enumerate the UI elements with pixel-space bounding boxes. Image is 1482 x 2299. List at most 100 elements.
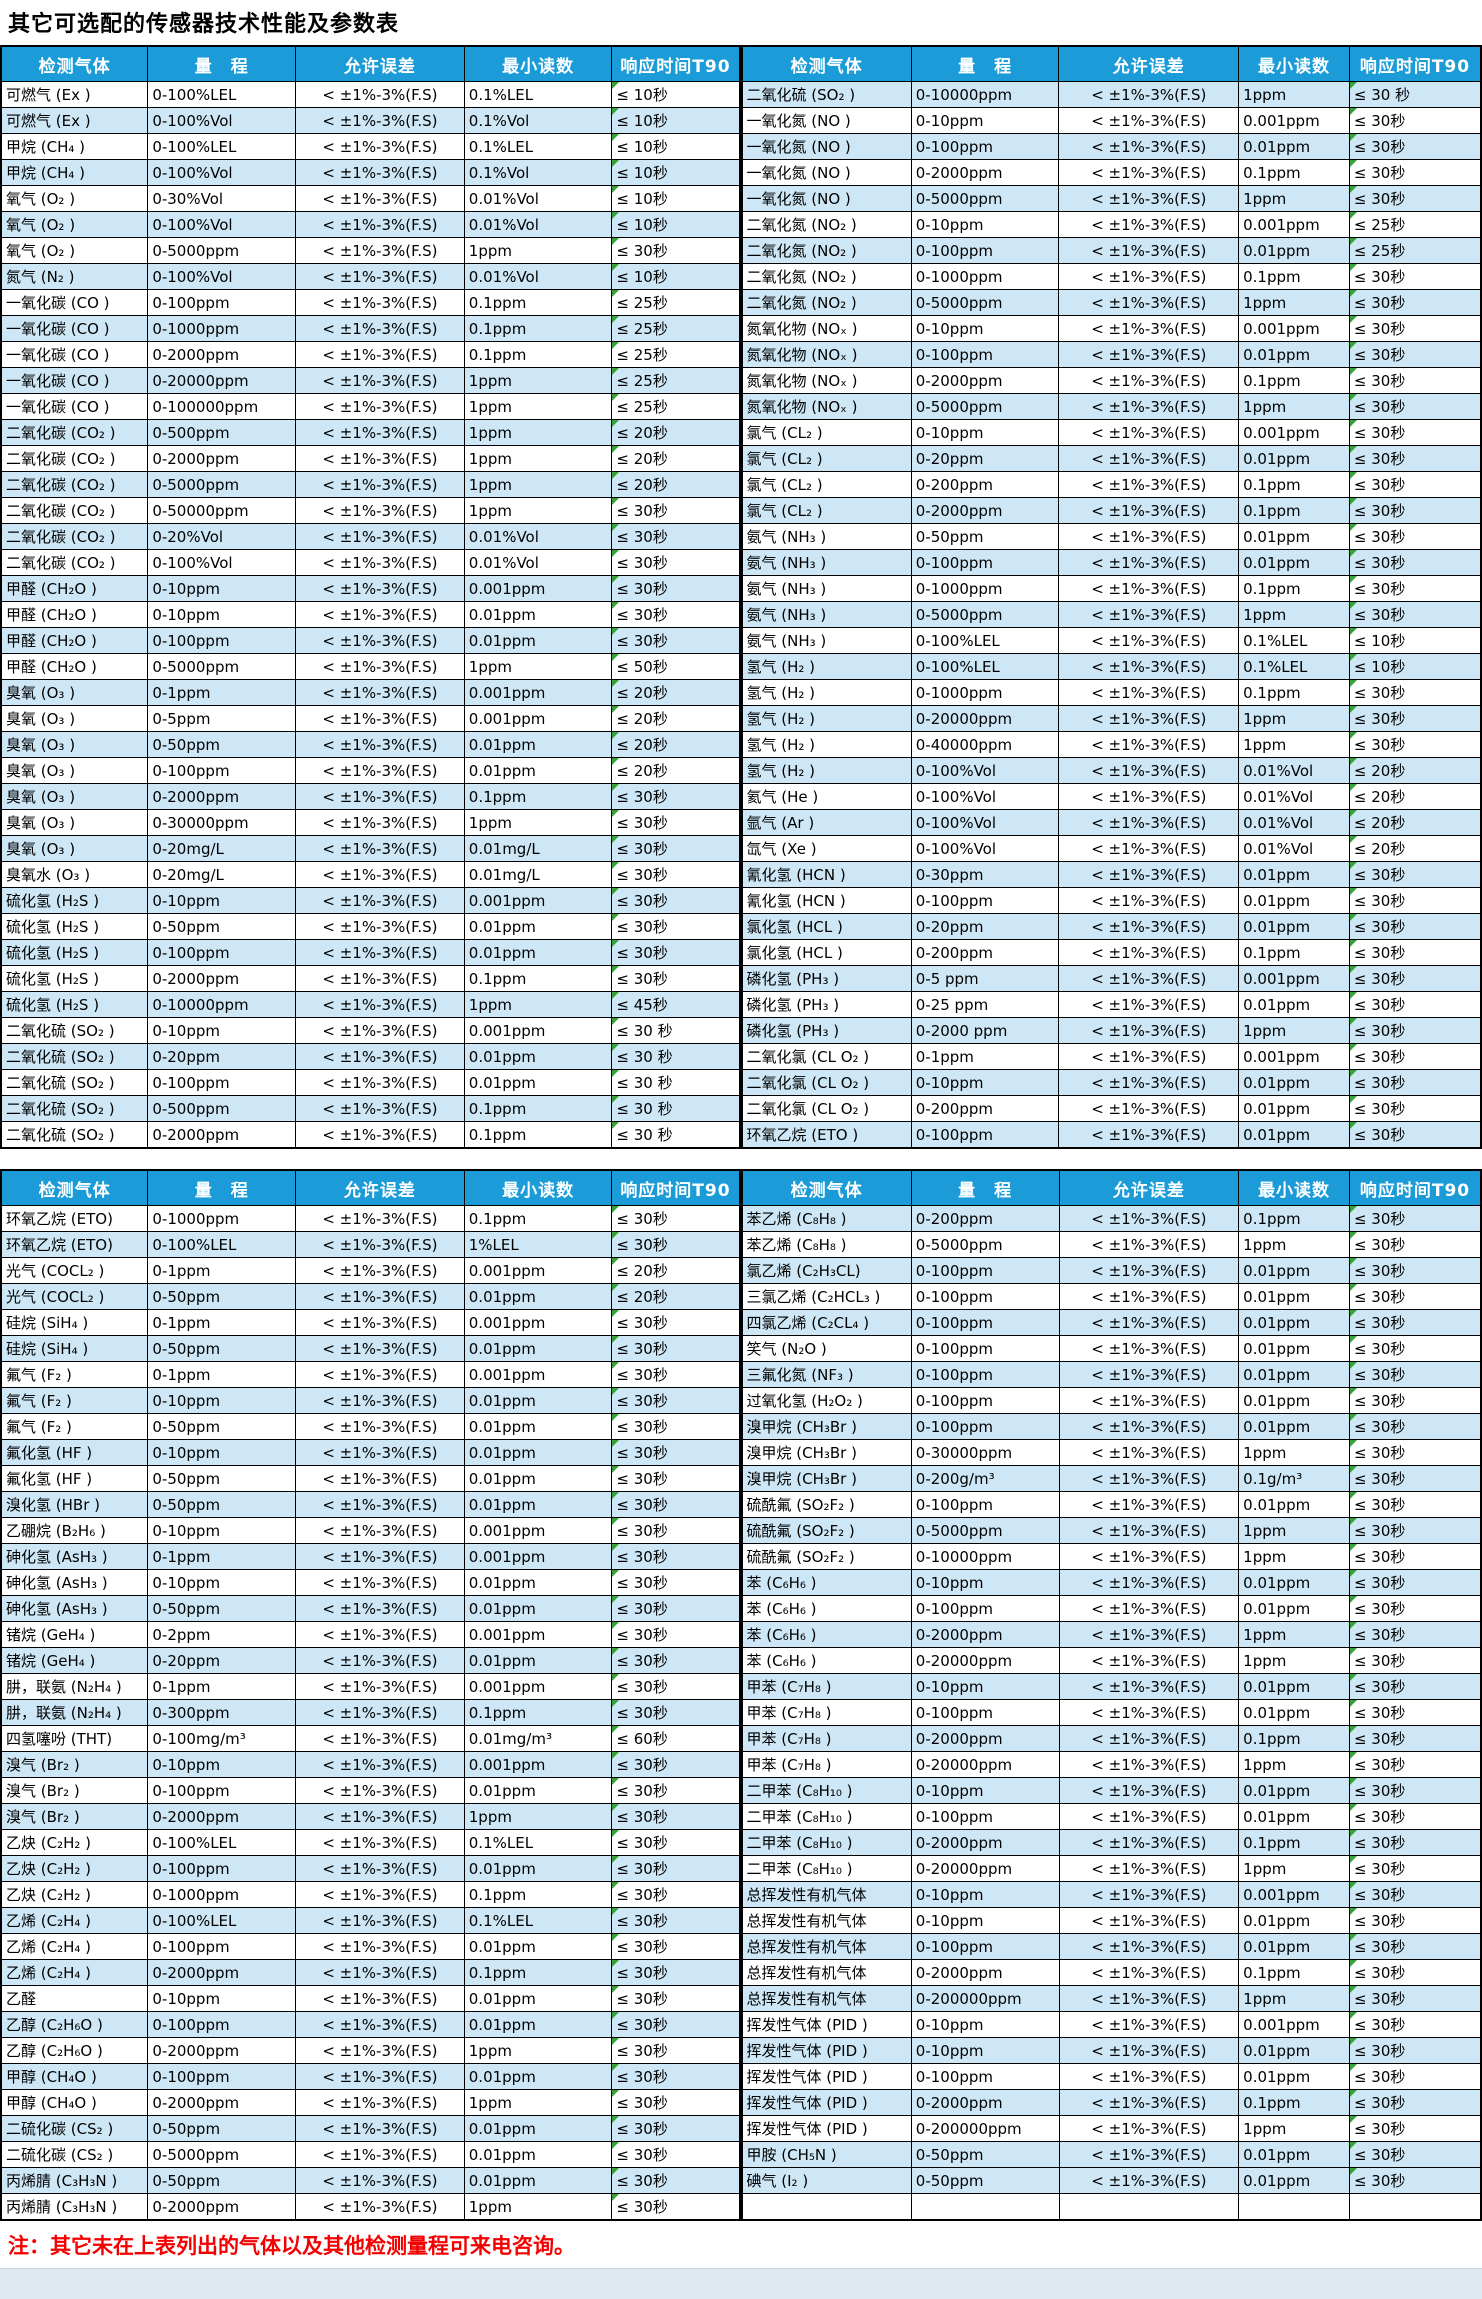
cell-error: < ±1%-3%(F.S) [1059,2142,1239,2168]
cell-gas: 一氧化碳 (CO ) [1,394,148,420]
cell-t90: ≤ 30秒 [1349,680,1481,706]
table-row: 氟气 (F₂ )0-50ppm< ±1%-3%(F.S)0.01ppm≤ 30秒 [1,1414,740,1440]
cell-t90: ≤ 30秒 [612,550,740,576]
cell-range: 0-10ppm [148,1388,296,1414]
cell-t90: ≤ 30秒 [1349,1414,1481,1440]
cell-resolution: 0.01ppm [464,1466,612,1492]
cell-range: 0-1000ppm [911,264,1059,290]
cell-error: < ±1%-3%(F.S) [1059,1960,1239,1986]
cell-t90 [1349,2194,1481,2221]
cell-t90: ≤ 30秒 [1349,1596,1481,1622]
cell-error: < ±1%-3%(F.S) [1059,264,1239,290]
cell-error: < ±1%-3%(F.S) [296,1648,465,1674]
cell-range: 0-5000ppm [148,238,296,264]
cell-t90: ≤ 30秒 [1349,1674,1481,1700]
column-header-error: 允许误差 [1059,46,1239,82]
table-row: 二氧化硫 (SO₂ )0-2000ppm< ±1%-3%(F.S)0.1ppm≤… [1,1122,740,1149]
cell-gas: 氯乙烯 (C₂H₃CL) [742,1258,912,1284]
header-row: 检测气体 量 程 允许误差 最小读数 响应时间T90 [1,1170,740,1206]
cell-resolution: 0.1ppm [1239,1206,1350,1232]
cell-t90: ≤ 25秒 [1349,238,1481,264]
cell-error: < ±1%-3%(F.S) [296,1122,465,1149]
cell-t90: ≤ 30秒 [1349,602,1481,628]
cell-error: < ±1%-3%(F.S) [296,992,465,1018]
cell-t90: ≤ 30秒 [1349,992,1481,1018]
cell-t90: ≤ 30秒 [1349,394,1481,420]
cell-t90: ≤ 20秒 [612,758,740,784]
cell-t90: ≤ 30秒 [612,862,740,888]
cell-range: 0-5000ppm [148,2142,296,2168]
cell-t90: ≤ 10秒 [612,108,740,134]
table-row: 氮气 (N₂ )0-100%Vol< ±1%-3%(F.S)0.01%Vol≤ … [1,264,740,290]
table-row: 氯气 (CL₂ )0-2000ppm< ±1%-3%(F.S)0.1ppm≤ 3… [742,498,1482,524]
cell-error: < ±1%-3%(F.S) [1059,758,1239,784]
cell-range: 0-50ppm [911,2142,1059,2168]
cell-gas: 二氧化氮 (NO₂ ) [742,238,912,264]
cell-resolution: 0.01ppm [464,1778,612,1804]
cell-error: < ±1%-3%(F.S) [296,1674,465,1700]
cell-resolution: 0.01ppm [464,1070,612,1096]
cell-t90: ≤ 30秒 [612,602,740,628]
cell-range: 0-100%Vol [148,160,296,186]
cell-gas: 磷化氢 (PH₃ ) [742,1018,912,1044]
cell-gas: 一氧化氮 (NO ) [742,134,912,160]
cell-error: < ±1%-3%(F.S) [296,1908,465,1934]
cell-gas: 苯乙烯 (C₈H₈ ) [742,1232,912,1258]
cell-range: 0-2000ppm [911,1726,1059,1752]
cell-range: 0-50ppm [148,1284,296,1310]
table-row: 二甲苯 (C₈H₁₀ )0-100ppm< ±1%-3%(F.S)0.01ppm… [742,1804,1482,1830]
cell-gas: 乙醛 [1,1986,148,2012]
cell-error: < ±1%-3%(F.S) [296,654,465,680]
cell-range: 0-1ppm [148,1362,296,1388]
table-row: 二氧化硫 (SO₂ )0-500ppm< ±1%-3%(F.S)0.1ppm≤ … [1,1096,740,1122]
cell-resolution: 0.01ppm [1239,1122,1350,1149]
cell-gas: 二氧化氯 (CL O₂ ) [742,1070,912,1096]
cell-gas: 溴气 (Br₂ ) [1,1778,148,1804]
cell-t90: ≤ 30秒 [1349,1362,1481,1388]
cell-range: 0-10ppm [148,602,296,628]
cell-t90: ≤ 30秒 [1349,1856,1481,1882]
cell-range: 0-30%Vol [148,186,296,212]
cell-resolution: 0.001ppm [464,1544,612,1570]
cell-gas: 溴气 (Br₂ ) [1,1752,148,1778]
cell-resolution: 0.01ppm [1239,862,1350,888]
cell-error: < ±1%-3%(F.S) [1059,1622,1239,1648]
cell-resolution: 0.01ppm [464,1044,612,1070]
cell-gas: 一氧化碳 (CO ) [1,316,148,342]
cell-range: 0-100%Vol [148,212,296,238]
cell-resolution: 0.1ppm [1239,1830,1350,1856]
table-row: 砷化氢 (AsH₃ )0-50ppm< ±1%-3%(F.S)0.01ppm≤ … [1,1596,740,1622]
cell-range: 0-50ppm [148,732,296,758]
cell-t90: ≤ 30秒 [1349,1700,1481,1726]
cell-t90: ≤ 10秒 [1349,628,1481,654]
table-row: 乙烯 (C₂H₄ )0-2000ppm< ±1%-3%(F.S)0.1ppm≤ … [1,1960,740,1986]
cell-resolution: 0.01ppm [1239,1284,1350,1310]
cell-resolution: 0.01ppm [1239,1388,1350,1414]
table-body: 苯乙烯 (C₈H₈ )0-200ppm< ±1%-3%(F.S)0.1ppm≤ … [742,1206,1482,2221]
column-header-gas: 检测气体 [742,46,912,82]
cell-t90: ≤ 30秒 [612,1362,740,1388]
cell-error: < ±1%-3%(F.S) [1059,134,1239,160]
cell-resolution: 0.01ppm [1239,1804,1350,1830]
cell-range: 0-20mg/L [148,862,296,888]
cell-resolution: 0.01ppm [464,732,612,758]
cell-error: < ±1%-3%(F.S) [296,1070,465,1096]
cell-t90: ≤ 30秒 [612,1648,740,1674]
cell-t90: ≤ 10秒 [1349,654,1481,680]
cell-range: 0-1ppm [148,680,296,706]
table-header: 检测气体 量 程 允许误差 最小读数 响应时间T90 [1,46,740,82]
table-row: 环氧乙烷 (ETO)0-100%LEL< ±1%-3%(F.S)1%LEL≤ 3… [1,1232,740,1258]
table-header: 检测气体 量 程 允许误差 最小读数 响应时间T90 [1,1170,740,1206]
cell-gas: 氨气 (NH₃ ) [742,524,912,550]
page-title: 其它可选配的传感器技术性能及参数表 [0,0,1482,45]
cell-error: < ±1%-3%(F.S) [296,1726,465,1752]
cell-range: 0-100ppm [911,1492,1059,1518]
table-row: 氧气 (O₂ )0-100%Vol< ±1%-3%(F.S)0.01%Vol≤ … [1,212,740,238]
cell-error: < ±1%-3%(F.S) [1059,2116,1239,2142]
table-row: 二氧化氯 (CL O₂ )0-200ppm< ±1%-3%(F.S)0.01pp… [742,1096,1482,1122]
table-row: 二硫化碳 (CS₂ )0-50ppm< ±1%-3%(F.S)0.01ppm≤ … [1,2116,740,2142]
cell-resolution: 0.01ppm [464,1388,612,1414]
cell-t90: ≤ 30秒 [612,2116,740,2142]
cell-gas: 乙炔 (C₂H₂ ) [1,1882,148,1908]
cell-range: 0-200ppm [911,1096,1059,1122]
